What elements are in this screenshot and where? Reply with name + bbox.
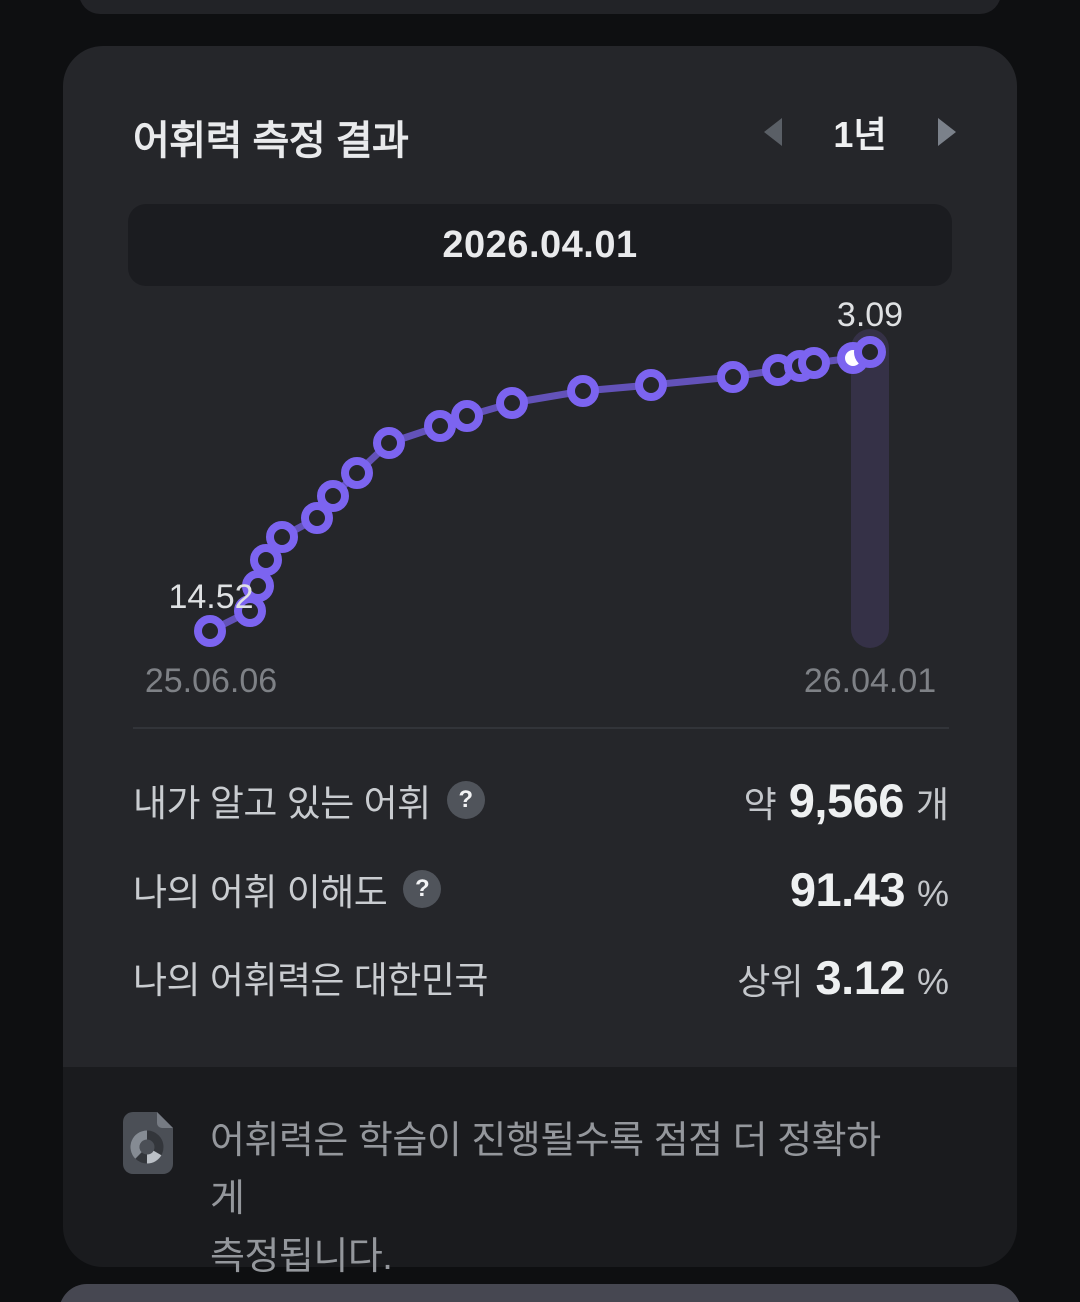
- stat-value-group: 상위 3.12 %: [737, 950, 949, 1005]
- end-point-label: 3.09: [836, 296, 904, 334]
- stat-suffix: %: [916, 960, 949, 1002]
- note-line-2: 측정됩니다.: [210, 1236, 393, 1278]
- prev-period-button[interactable]: [760, 117, 786, 147]
- x-axis-start-label: 25.06.06: [144, 662, 278, 700]
- stat-label: 나의 어휘력은 대한민국: [133, 960, 488, 1001]
- stat-label: 나의 어휘 이해도: [133, 872, 388, 913]
- period-navigator: 1년: [760, 106, 960, 158]
- stat-label-group: 나의 어휘력은 대한민국: [133, 950, 488, 1004]
- previous-card-edge: [79, 0, 1001, 14]
- selected-date-pill[interactable]: 2026.04.01: [128, 204, 952, 286]
- next-card-edge: [59, 1284, 1021, 1302]
- stat-value: 3.12: [815, 950, 906, 1004]
- stat-row-national-rank: 나의 어휘력은 대한민국 상위 3.12 %: [133, 947, 949, 1007]
- stat-label-group: 내가 알고 있는 어휘 ?: [133, 773, 485, 827]
- note-text: 어휘력은 학습이 진행될수록 점점 더 정확하게 측정됩니다.: [210, 1112, 910, 1286]
- note-line-1: 어휘력은 학습이 진행될수록 점점 더 정확하게: [210, 1120, 881, 1220]
- note-section-background: [63, 1067, 1017, 1267]
- chevron-left-icon: [764, 118, 782, 146]
- stat-value: 9,566: [788, 773, 905, 827]
- stat-prefix: 약: [743, 783, 777, 825]
- stat-row-known-vocab: 내가 알고 있는 어휘 ? 약 9,566 개: [133, 770, 949, 830]
- stat-value-group: 91.43 %: [790, 862, 949, 917]
- document-chart-icon: [123, 1112, 173, 1174]
- stat-value: 91.43: [789, 862, 906, 916]
- stat-value-group: 약 9,566 개: [744, 773, 949, 828]
- x-axis-end-label: 26.04.01: [803, 662, 937, 700]
- help-button[interactable]: ?: [403, 870, 442, 908]
- trend-chart-svg[interactable]: [0, 0, 1080, 720]
- card-title: 어휘력 측정 결과: [133, 119, 409, 163]
- stat-suffix: %: [916, 872, 949, 914]
- stat-row-comprehension: 나의 어휘 이해도 ? 91.43 %: [133, 859, 949, 919]
- question-mark-icon: ?: [458, 786, 473, 813]
- period-label: 1년: [833, 114, 887, 155]
- next-period-button[interactable]: [934, 117, 960, 147]
- selected-date-value: 2026.04.01: [442, 223, 638, 266]
- question-mark-icon: ?: [415, 875, 430, 902]
- stat-suffix: 개: [915, 783, 949, 825]
- start-point-label: 14.52: [168, 578, 254, 616]
- section-divider: [133, 727, 949, 729]
- chevron-right-icon: [938, 118, 956, 146]
- stat-prefix: 상위: [737, 960, 804, 1002]
- help-button[interactable]: ?: [446, 781, 485, 819]
- stat-label: 내가 알고 있는 어휘: [133, 783, 431, 824]
- stat-label-group: 나의 어휘 이해도 ?: [133, 862, 442, 916]
